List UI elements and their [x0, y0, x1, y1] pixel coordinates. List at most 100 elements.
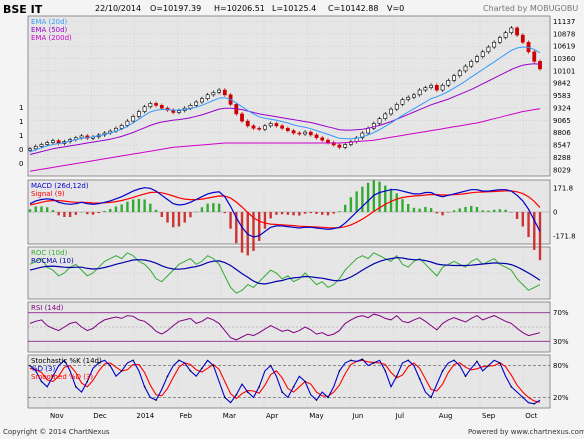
price-y-tick-label: 9324 [553, 104, 571, 112]
macd-histogram-bar [521, 212, 525, 227]
legend-roc: ROC (10d) [31, 249, 68, 257]
chart-marks [28, 26, 542, 405]
macd-histogram-bar [286, 212, 290, 215]
roc-line [29, 252, 541, 294]
macd-histogram-bar [361, 186, 364, 212]
candle-body [423, 87, 428, 91]
rsi-line [29, 313, 541, 341]
macd-histogram-bar [103, 210, 106, 212]
candle-body [154, 103, 158, 106]
stochastic-k-point [453, 359, 455, 362]
macd-histogram-bar [252, 212, 255, 251]
macd-histogram-bar [533, 212, 536, 250]
stochastic-y-tick-label: 80% [553, 362, 569, 370]
price-y-tick-label: 10619 [553, 43, 575, 51]
stochastic-k-point [373, 362, 375, 364]
candle-body [245, 120, 250, 127]
candle-body [343, 144, 348, 148]
x-tick-label: Mar [223, 412, 236, 420]
legend-signal: Signal (9) [31, 190, 65, 198]
macd-histogram-bar [435, 212, 439, 214]
candle-body [285, 127, 290, 131]
candle-body [159, 105, 164, 109]
macd-histogram-bar [217, 203, 221, 212]
left-axis-tick-label: 0 [19, 160, 23, 168]
macd-legend: MACD (26d,12d) Signal (9) [31, 182, 89, 198]
stochastic-k-point [246, 391, 249, 393]
macd-histogram-bar [269, 212, 272, 219]
candle-body [297, 132, 302, 135]
x-tick-label: Jul [395, 412, 405, 420]
candle-body [303, 131, 307, 135]
macd-histogram-bar [487, 210, 490, 212]
candle-body [136, 111, 141, 117]
candle-body [308, 131, 313, 136]
stochastic-k-point [63, 359, 66, 362]
candle-body [497, 37, 502, 43]
left-axis-tick-label: 0 [19, 146, 23, 154]
x-tick-label: Feb [180, 412, 193, 420]
candle-body [39, 144, 44, 147]
candle-body [51, 140, 55, 143]
price-y-tick-label: 8547 [553, 142, 571, 150]
price-y-tick-label: 10101 [553, 67, 575, 75]
macd-histogram-bar [527, 212, 530, 238]
macd-histogram-bar [441, 212, 444, 216]
macd-histogram-bar [498, 209, 502, 212]
macd-histogram-bar [63, 212, 66, 218]
x-tick-label: Apr [266, 412, 278, 420]
candle-body [366, 127, 370, 134]
stochastic-k-point [350, 359, 352, 362]
legend-stoch-smoothed: Smoothed %D (3) [31, 373, 93, 381]
stochastic-k-point [189, 370, 192, 372]
tick-labels: Nov Dec 2014 Feb Mar Apr May Jun Jul Aug Sep Oct111… [19, 18, 576, 420]
macd-histogram-bar [57, 212, 60, 216]
stochastic-k-point [395, 375, 398, 378]
stochastic-k-point [327, 396, 329, 399]
stochastic-d-line [29, 359, 541, 403]
header-volume: V=0 [387, 4, 404, 13]
stochastic-k-point [476, 360, 478, 363]
macd-histogram-bar [200, 207, 204, 212]
candle-body [45, 142, 50, 145]
macd-histogram-bar [160, 212, 163, 218]
x-tick-label: 2014 [136, 412, 154, 420]
macd-histogram-bar [321, 212, 324, 215]
stochastic-k-point [143, 386, 146, 388]
macd-histogram-bar [34, 206, 37, 212]
macd-histogram-bar [258, 212, 261, 241]
symbol-title: BSE IT [3, 3, 43, 16]
candle-body [280, 125, 285, 129]
stochastic-k-point [292, 386, 295, 388]
stochastic-k-point [533, 402, 536, 405]
macd-y-tick-label: -171.8 [553, 232, 576, 240]
stochastic-y-tick-label: 20% [553, 394, 569, 402]
candle-body [205, 94, 210, 99]
macd-histogram-bar [263, 212, 267, 229]
x-tick-label: Dec [93, 412, 107, 420]
candle-body [538, 61, 542, 70]
macd-histogram-bar [395, 193, 398, 212]
stochastic-k-point [97, 362, 100, 364]
macd-histogram-bar [481, 210, 484, 212]
macd-histogram-bar [97, 212, 100, 214]
ema50-line [29, 63, 541, 155]
candle-body [383, 113, 388, 119]
stochastic-k-point [338, 370, 341, 372]
candle-body [452, 75, 456, 81]
footer-copyright: Copyright © 2014 ChartNexus [3, 428, 110, 436]
macd-histogram-bar [183, 212, 186, 223]
price-y-tick-label: 9842 [553, 80, 571, 88]
candle-body [520, 34, 525, 43]
candle-body [257, 127, 262, 130]
macd-histogram-bar [384, 185, 387, 212]
candle-body [131, 115, 136, 122]
macd-y-tick-label: 171.8 [553, 185, 573, 193]
left-axis-tick-label: 1 [19, 118, 23, 126]
macd-histogram-bar [315, 212, 318, 214]
candle-body [314, 134, 319, 139]
macd-histogram-bar [326, 212, 330, 216]
macd-histogram-bar [229, 212, 232, 229]
x-tick-label: May [309, 412, 323, 420]
macd-histogram-bar [538, 212, 542, 261]
